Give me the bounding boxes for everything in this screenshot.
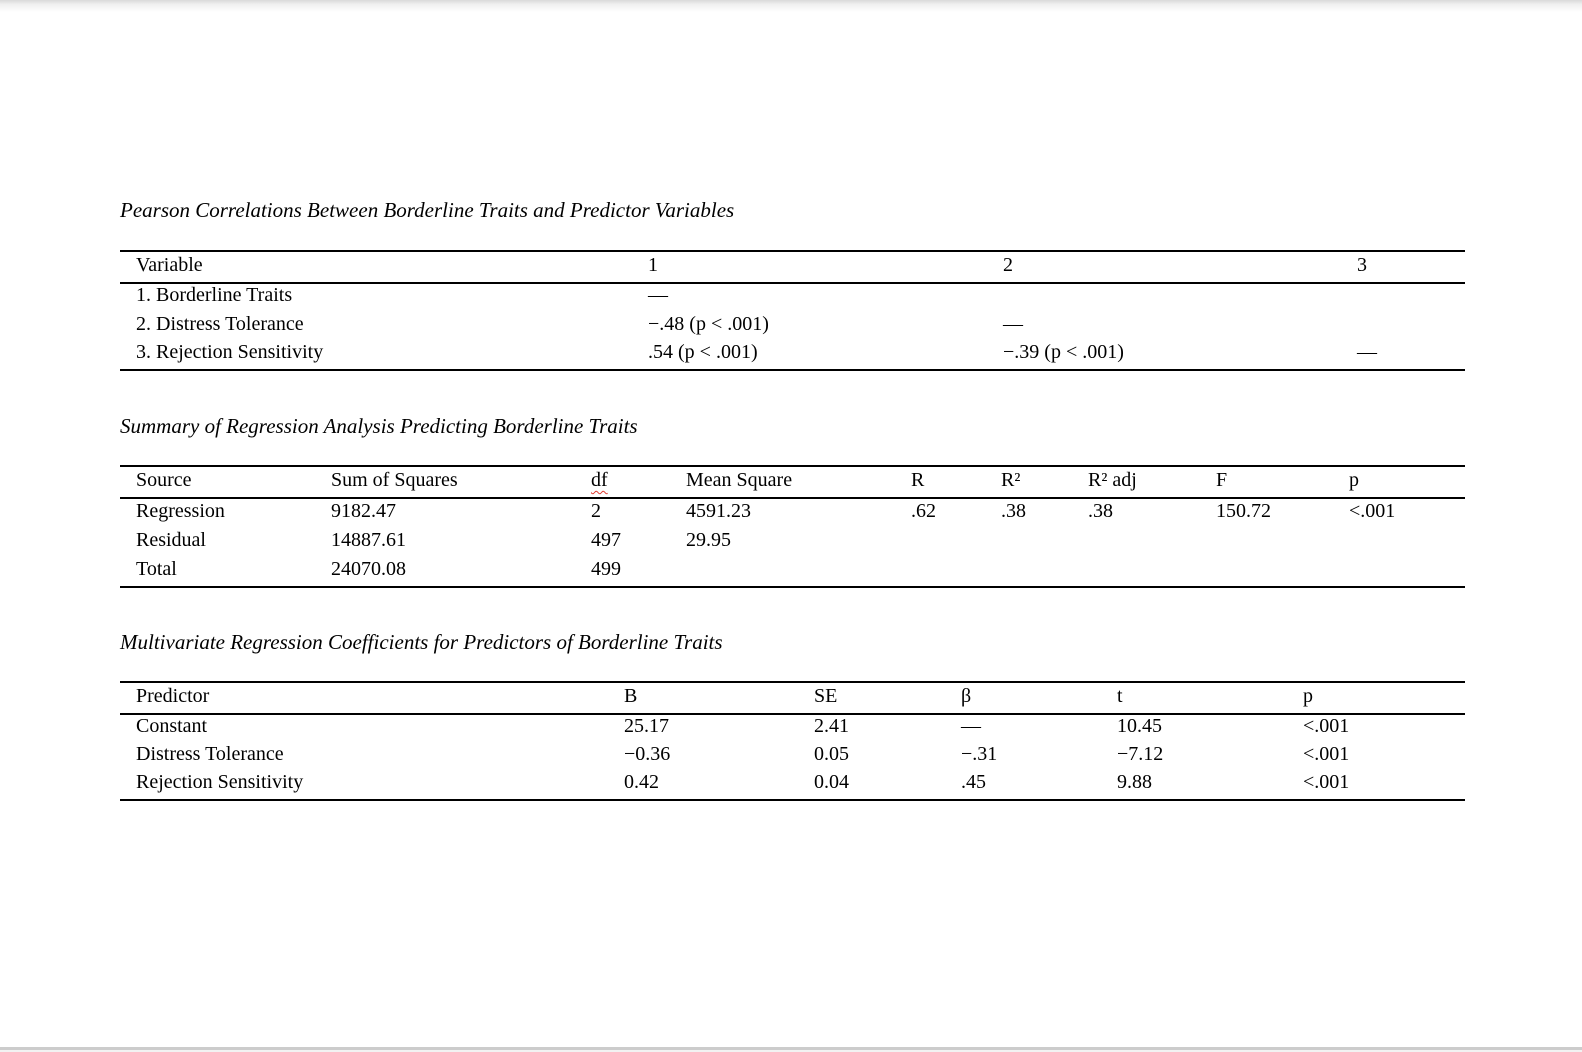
table-cell bbox=[670, 557, 895, 587]
table-cell: −0.36 bbox=[624, 743, 671, 765]
table-cell: Total bbox=[136, 558, 177, 581]
column-header: p bbox=[1287, 682, 1465, 715]
table-cell: <.001 bbox=[1303, 715, 1350, 737]
regression-summary-table: Source Sum of Squares df Mean Square R R² R² a… bbox=[120, 465, 1465, 589]
table-cell bbox=[895, 528, 985, 558]
table-cell: 150.72 bbox=[1216, 499, 1271, 522]
column-header: Mean Square bbox=[670, 466, 895, 499]
table-cell bbox=[985, 557, 1072, 587]
table-cell: 2.41 bbox=[814, 715, 849, 737]
table-cell bbox=[1341, 283, 1465, 312]
below-page-area bbox=[0, 1050, 1582, 1052]
column-header: Predictor bbox=[120, 682, 608, 715]
table-cell: 25.17 bbox=[624, 715, 669, 737]
table-cell: 0.42 bbox=[624, 771, 659, 793]
column-header: Sum of Squares bbox=[315, 466, 575, 499]
column-header: B bbox=[608, 682, 798, 715]
table-cell bbox=[1200, 528, 1333, 558]
table-cell: 2. Distress Tolerance bbox=[136, 313, 304, 335]
table-cell: 497 bbox=[591, 529, 621, 552]
regression-summary-table-title: Summary of Regression Analysis Predictin… bbox=[120, 414, 638, 438]
table-cell: <.001 bbox=[1349, 499, 1396, 522]
regression-coefficients-table-title: Multivariate Regression Coefficients for… bbox=[120, 630, 723, 654]
table-row: 1. Borderline Traits — bbox=[120, 283, 1465, 312]
header-row: Predictor B SE β t p bbox=[120, 682, 1465, 715]
table-cell: 24070.08 bbox=[331, 558, 406, 581]
table-cell: .45 bbox=[961, 771, 986, 793]
table-cell: <.001 bbox=[1303, 771, 1350, 793]
table-cell bbox=[1333, 557, 1465, 587]
table-cell bbox=[1072, 528, 1200, 558]
header-row: Source Sum of Squares df Mean Square R R² R² a… bbox=[120, 466, 1465, 499]
table-cell: .38 bbox=[1001, 499, 1026, 522]
table-cell: 499 bbox=[591, 558, 621, 581]
header-row: Variable 1 2 3 bbox=[120, 251, 1465, 284]
table-cell: .38 bbox=[1088, 499, 1113, 522]
table-cell: — bbox=[961, 715, 981, 737]
table-cell bbox=[895, 557, 985, 587]
column-header: 2 bbox=[987, 251, 1341, 284]
table-cell: Regression bbox=[136, 499, 225, 522]
table-cell: — bbox=[648, 284, 668, 306]
page-bottom-edge bbox=[0, 1047, 1582, 1050]
column-header: p bbox=[1333, 466, 1465, 499]
table-cell bbox=[1341, 312, 1465, 341]
table-row: 2. Distress Tolerance −.48 (p < .001) — bbox=[120, 312, 1465, 341]
table-row: 3. Rejection Sensitivity .54 (p < .001) −.… bbox=[120, 341, 1465, 370]
table-cell bbox=[1333, 528, 1465, 558]
column-header: R² adj bbox=[1072, 466, 1200, 499]
table-row: Constant 25.17 2.41 — 10.45 <.001 bbox=[120, 714, 1465, 743]
column-header: 1 bbox=[632, 251, 987, 284]
table-cell bbox=[1200, 557, 1333, 587]
table-cell: — bbox=[1357, 341, 1377, 363]
column-header: R² bbox=[985, 466, 1072, 499]
table-cell: 3. Rejection Sensitivity bbox=[136, 341, 324, 363]
window-top-shadow bbox=[0, 0, 1582, 12]
table-cell: 0.05 bbox=[814, 743, 849, 765]
column-header: 3 bbox=[1341, 251, 1465, 284]
table-cell: 10.45 bbox=[1117, 715, 1162, 737]
table-cell: −.39 (p < .001) bbox=[1003, 341, 1124, 363]
table-cell bbox=[987, 283, 1341, 312]
table-cell: 2 bbox=[591, 499, 601, 522]
table-cell: 14887.61 bbox=[331, 529, 406, 552]
table-cell: −7.12 bbox=[1117, 743, 1164, 765]
misspelled-word: df bbox=[591, 469, 608, 491]
table-cell: −.48 (p < .001) bbox=[648, 313, 769, 335]
table-cell: <.001 bbox=[1303, 743, 1350, 765]
column-header: Source bbox=[120, 466, 315, 499]
table-row: Total 24070.08 499 bbox=[120, 557, 1465, 587]
table-cell: Rejection Sensitivity bbox=[136, 771, 304, 793]
table-cell: .62 bbox=[911, 499, 936, 522]
table-row: Rejection Sensitivity 0.42 0.04 .45 9.88 <.00… bbox=[120, 771, 1465, 800]
correlations-table: Variable 1 2 3 1. Borderline Traits —2. Distr… bbox=[120, 250, 1465, 371]
column-header: Variable bbox=[120, 251, 632, 284]
table-cell: 9.88 bbox=[1117, 771, 1152, 793]
table-cell: 29.95 bbox=[686, 529, 731, 552]
table-cell bbox=[985, 528, 1072, 558]
table-row: Residual 14887.61 497 29.95 bbox=[120, 528, 1465, 558]
table-cell: Residual bbox=[136, 529, 206, 552]
table-cell: −.31 bbox=[961, 743, 998, 765]
table-row: Distress Tolerance −0.36 0.05 −.31 −7.12 <.00… bbox=[120, 743, 1465, 771]
table-cell: 0.04 bbox=[814, 771, 849, 793]
table-cell: 4591.23 bbox=[686, 499, 751, 522]
correlations-table-title: Pearson Correlations Between Borderline … bbox=[120, 198, 735, 222]
column-header: R bbox=[895, 466, 985, 499]
column-header: t bbox=[1101, 682, 1287, 715]
table-cell: .54 (p < .001) bbox=[648, 341, 758, 363]
regression-coefficients-table: Predictor B SE β t p Constant 25.17 2.41—10.45 <.… bbox=[120, 681, 1465, 801]
table-cell bbox=[1072, 557, 1200, 587]
column-header: F bbox=[1200, 466, 1333, 499]
table-row: Regression 9182.47 2 4591.23 .62 .38 .38 150.72… bbox=[120, 498, 1465, 528]
column-header: β bbox=[945, 682, 1101, 715]
table-cell: 9182.47 bbox=[331, 499, 396, 522]
column-header: df bbox=[575, 466, 670, 499]
table-cell: Distress Tolerance bbox=[136, 743, 284, 765]
column-header: SE bbox=[798, 682, 945, 715]
table-cell: 1. Borderline Traits bbox=[136, 284, 293, 306]
table-cell: Constant bbox=[136, 715, 208, 737]
table-cell: — bbox=[1003, 313, 1023, 335]
